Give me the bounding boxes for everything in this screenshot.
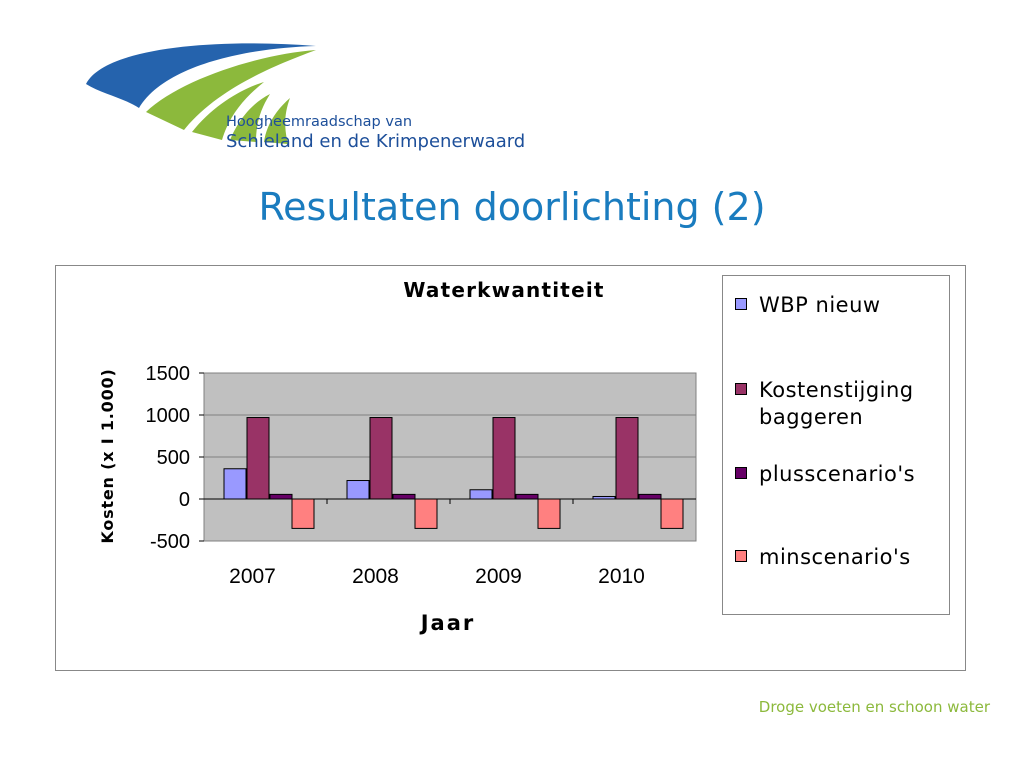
bar-minscenario-s-2010	[660, 498, 684, 529]
slide-footer: Droge voeten en schoon water	[758, 698, 990, 716]
logo-swoosh	[86, 43, 316, 144]
y-axis-label: Kosten (x I 1.000)	[98, 368, 117, 543]
legend-label-plusscenarios: plusscenario's	[759, 462, 916, 486]
logo-text-line2: Schieland en de Krimpenerwaard	[226, 131, 526, 152]
x-tick-label: 2010	[598, 565, 645, 588]
legend-swatch-kostenstijging-baggeren	[735, 383, 747, 395]
bar-minscenario-s-2009	[537, 498, 561, 529]
bar-wbp-nieuw-2009	[469, 489, 493, 500]
legend-item-minscenarios: minscenario's	[735, 544, 949, 571]
logo-text-line1: Hoogheemraadschap van	[226, 114, 413, 130]
legend-item-plusscenarios: plusscenario's	[735, 461, 949, 488]
legend-swatch-minscenarios	[735, 550, 747, 562]
logo-green-stripe-2	[192, 82, 264, 140]
legend-swatch-wbp-nieuw	[735, 298, 747, 310]
logo-green-stripe-3	[230, 94, 270, 142]
bar-wbp-nieuw-2007	[223, 468, 247, 500]
y-tick-label: -500	[150, 531, 190, 553]
x-tick-label: 2008	[352, 565, 399, 588]
y-tick-label: 500	[157, 447, 190, 469]
bar-minscenario-s-2007	[291, 498, 315, 529]
legend-label-kostenstijging-baggeren: Kostenstijging baggeren	[759, 378, 914, 429]
bar-plusscenario-s-2008	[392, 493, 416, 500]
chart-legend: WBP nieuw Kostenstijging baggeren plussc…	[722, 275, 950, 615]
x-axis-label: Jaar	[419, 611, 476, 635]
bar-minscenario-s-2008	[414, 498, 438, 529]
x-tick-label: 2009	[475, 565, 522, 588]
logo-green-stripe-4	[264, 98, 290, 144]
bar-plusscenario-s-2007	[269, 493, 293, 500]
legend-label-wbp-nieuw: WBP nieuw	[759, 293, 881, 317]
bar-plusscenario-s-2010	[638, 493, 662, 500]
bar-kostenstijging-baggeren-2010	[615, 417, 639, 500]
bar-wbp-nieuw-2008	[346, 480, 370, 500]
slide-title: Resultaten doorlichting (2)	[258, 185, 766, 229]
y-tick-label: 1000	[146, 405, 191, 427]
bar-kostenstijging-baggeren-2008	[369, 417, 393, 500]
bar-kostenstijging-baggeren-2007	[246, 417, 270, 500]
bar-plusscenario-s-2009	[515, 493, 539, 500]
chart-title: Waterkwantiteit	[403, 278, 604, 302]
legend-item-wbp-nieuw: WBP nieuw	[735, 292, 949, 319]
legend-swatch-plusscenarios	[735, 467, 747, 479]
chart: Waterkwantiteit -500 0 500 1000 1500 2007 2008…	[98, 278, 697, 635]
legend-item-kostenstijging-baggeren: Kostenstijging baggeren	[735, 377, 949, 431]
y-tick-label: 1500	[146, 363, 191, 385]
bar-wbp-nieuw-2010	[592, 495, 616, 500]
bar-kostenstijging-baggeren-2009	[492, 417, 516, 500]
x-tick-label: 2007	[229, 565, 276, 588]
logo-blue-arc	[86, 43, 316, 108]
y-tick-label: 0	[179, 489, 190, 511]
logo-green-stripe-1	[146, 50, 316, 130]
legend-label-minscenarios: minscenario's	[759, 545, 911, 569]
